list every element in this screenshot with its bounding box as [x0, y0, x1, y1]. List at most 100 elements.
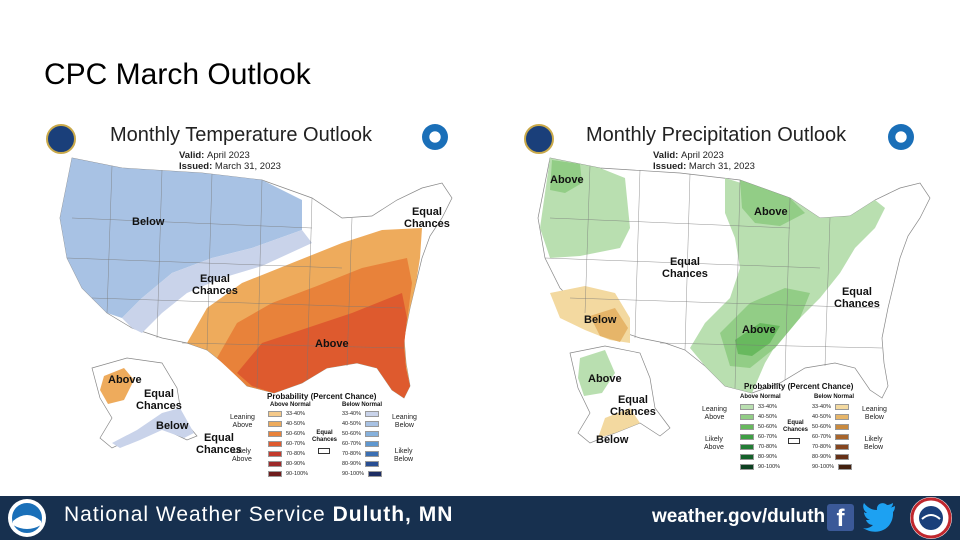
precip-sw-below-mid	[590, 308, 628, 342]
precip-below-legend-range: 33-40%	[812, 404, 831, 410]
precipitation-outlook-map: Monthly Precipitation Outlook Valid: Apr…	[490, 118, 940, 490]
temp-label-below: Below	[132, 216, 165, 228]
precip-valid-issued: Valid: April 2023 Issued: March 31, 2023	[653, 150, 755, 172]
temperature-outlook-map: Monthly Temperature Outlook Valid: April…	[12, 118, 462, 490]
precip-above-legend-range: 50-60%	[758, 424, 777, 430]
temp-above-legend-swatch	[268, 431, 282, 437]
noaa-logo-icon	[8, 499, 46, 537]
temp-above-strong	[237, 293, 410, 398]
facebook-icon[interactable]: f	[827, 504, 854, 532]
temp-below-legend-swatch	[364, 431, 379, 437]
twitter-icon[interactable]	[863, 502, 897, 532]
precip-above-legend-swatch	[740, 464, 754, 470]
precip-below-legend-row: 70-80%	[812, 444, 849, 450]
precip-likely-above: Likely Above	[704, 436, 724, 451]
state-borders	[66, 165, 405, 389]
precip-gl-above-mid	[740, 180, 805, 226]
precip-above-legend-range: 60-70%	[758, 434, 777, 440]
temp-below-legend-swatch	[364, 451, 379, 457]
temp-below-legend-range: 80-90%	[342, 461, 361, 467]
footer-url-link[interactable]: weather.gov/duluth	[652, 506, 826, 527]
precip-above-legend-swatch	[740, 404, 754, 410]
precip-label-equal-chances: Equal Chances	[662, 256, 708, 280]
precip-above-legend-row: 80-90%	[740, 454, 777, 460]
precip-above-legend-swatch	[740, 454, 754, 460]
precip-below-legend-swatch	[838, 464, 853, 470]
temp-leaning-below: Leaning Below	[392, 414, 417, 429]
precip-below-legend-row: 50-60%	[812, 424, 849, 430]
temp-below-legend-range: 33-40%	[342, 411, 361, 417]
alaska-above	[100, 368, 134, 404]
temp-map-title: Monthly Temperature Outlook	[110, 124, 372, 146]
alaska-below	[112, 408, 194, 448]
precip-above-legend-row: 50-60%	[740, 424, 777, 430]
temp-below-legend-row: 50-60%	[342, 431, 379, 437]
precip-above-legend-range: 90-100%	[758, 464, 781, 470]
precip-above-legend-row: 60-70%	[740, 434, 777, 440]
temp-above-legend-row: 90-100%	[268, 471, 308, 477]
precip-above-legend-range: 40-50%	[758, 414, 777, 420]
temp-below-legend-swatch	[364, 411, 379, 417]
temp-above-legend-swatch	[268, 461, 282, 467]
precip-below-legend-row: 40-50%	[812, 414, 849, 420]
temp-above-legend-swatch	[268, 411, 282, 417]
temp-below-legend-row: 33-40%	[342, 411, 379, 417]
footer-org: National Weather Service Duluth, MN	[64, 503, 454, 526]
precip-below-legend-row: 33-40%	[812, 404, 849, 410]
temp-above-legend-row: 40-50%	[268, 421, 305, 427]
precipitation-map-graphic	[537, 157, 931, 444]
noaa-logo-icon	[888, 124, 914, 150]
precip-below-legend-row: 90-100%	[812, 464, 853, 470]
temp-legend-title: Probability (Percent Chance)	[267, 392, 377, 401]
precip-leaning-above: Leaning Above	[702, 406, 727, 421]
temp-label-equal-chances: Equal Chances	[192, 273, 238, 297]
precip-leaning-below: Leaning Below	[862, 406, 887, 421]
temp-below-legend-row: 40-50%	[342, 421, 379, 427]
precip-legend-below-normal: Below Normal	[814, 394, 855, 400]
temp-below-region	[60, 158, 302, 318]
ak-label-equal-chances-2: Equal Chances	[196, 432, 242, 456]
temp-above-legend-swatch	[268, 471, 282, 477]
temp-above-legend-row: 60-70%	[268, 441, 305, 447]
temp-above-legend-range: 50-60%	[286, 431, 305, 437]
temp-below-legend-range: 60-70%	[342, 441, 361, 447]
temp-above-legend-range: 90-100%	[286, 471, 309, 477]
temp-above-legend-range: 40-50%	[286, 421, 305, 427]
temp-legend-above-normal: Above Normal	[270, 402, 311, 408]
precip-label-equal-chances-east: Equal Chances	[834, 286, 880, 310]
temp-below-legend-row: 80-90%	[342, 461, 379, 467]
precip-above-legend-row: 33-40%	[740, 404, 777, 410]
precip-above-legend-range: 80-90%	[758, 454, 777, 460]
temp-likely-below: Likely Below	[394, 448, 414, 463]
precip-below-legend-swatch	[834, 424, 849, 430]
temp-below-legend-swatch	[368, 471, 383, 477]
temp-below-legend-row: 70-80%	[342, 451, 379, 457]
precip-below-legend-swatch	[834, 414, 849, 420]
temp-above-legend-range: 33-40%	[286, 411, 305, 417]
precip-above-legend-swatch	[740, 434, 754, 440]
ak-label-below: Below	[156, 420, 189, 432]
precip-below-legend-range: 40-50%	[812, 414, 831, 420]
temp-label-above: Above	[315, 338, 349, 350]
temp-below-legend-row: 90-100%	[342, 471, 383, 477]
precip-above-legend-swatch	[740, 444, 754, 450]
temp-above-legend-swatch	[268, 441, 282, 447]
temp-label-equal-chances-ne: Equal Chances	[404, 206, 450, 230]
precip-label-below-sw: Below	[584, 314, 617, 326]
temp-above-legend-row: 70-80%	[268, 451, 305, 457]
precip-below-legend-range: 70-80%	[812, 444, 831, 450]
precip-below-legend-swatch	[834, 444, 849, 450]
alaska-below	[598, 408, 640, 438]
alaska-above	[578, 350, 615, 396]
ak-label-below: Below	[596, 434, 629, 446]
temp-below-legend-row: 60-70%	[342, 441, 379, 447]
temp-below-legend-range: 40-50%	[342, 421, 361, 427]
noaa-logo-icon	[422, 124, 448, 150]
temp-valid-issued: Valid: April 2023 Issued: March 31, 2023	[179, 150, 281, 172]
nws-logo-icon	[910, 497, 952, 539]
temp-above-legend-range: 60-70%	[286, 441, 305, 447]
state-borders	[544, 165, 883, 389]
noaa-commerce-seal-icon	[46, 124, 76, 154]
temp-leaning-below-region	[122, 230, 312, 333]
precip-legend-title: Probability (Percent Chance)	[744, 382, 854, 391]
